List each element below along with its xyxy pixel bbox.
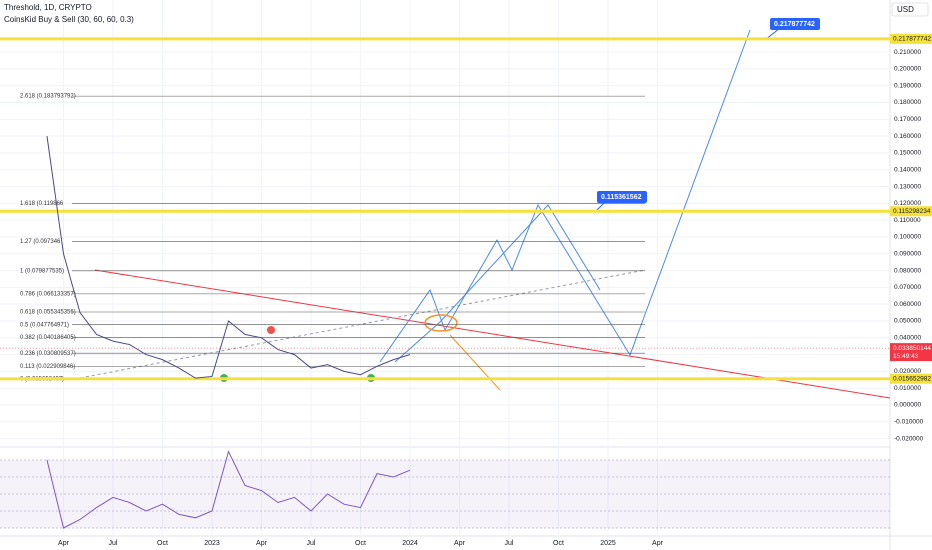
y-tick-label: -0.010000 [894, 419, 924, 426]
fib-label: 2.618 (0.183793792) [20, 94, 76, 100]
y-tick-label: 0.050000 [894, 318, 921, 325]
y-tick-label: 0.100000 [894, 234, 921, 241]
fib-label: 1.27 (0.097346 [20, 239, 61, 245]
y-tick-label: 0.080000 [894, 267, 921, 274]
x-tick-label: Oct [355, 540, 366, 547]
price-tag [597, 191, 647, 203]
y-tick-label: 0.140000 [894, 166, 921, 173]
chart-title: Threshold, 1D, CRYPTO [4, 3, 92, 12]
axis-tag-label: 0.015652982 [893, 375, 931, 382]
y-tick-label: 0.130000 [894, 183, 921, 190]
fib-label: 0.5 (0.047764971) [20, 322, 69, 328]
grid [0, 0, 890, 536]
x-tick-label: Apr [256, 540, 268, 547]
last-price-label: 0.033850144 [893, 345, 931, 352]
wave-projection [379, 29, 751, 363]
x-tick-label: Apr [454, 540, 466, 547]
axis-tag [890, 33, 932, 44]
sell-signal [267, 326, 275, 334]
fib-label: 1.618 (0.119866 [20, 201, 64, 207]
y-tick-label: 0.120000 [894, 200, 921, 207]
highlight-ellipse [424, 314, 458, 332]
x-tick-label: Oct [157, 540, 168, 547]
y-tick-label: 0.070000 [894, 284, 921, 291]
y-tick-label: 0.060000 [894, 301, 921, 308]
fib-label: 1 (0.079877535) [20, 268, 64, 274]
x-tick-label: Apr [58, 540, 70, 547]
axis-tag-label: 0.217877742 [893, 36, 931, 43]
x-tick-label: 2024 [402, 540, 418, 547]
wave-projection [394, 204, 601, 363]
y-tick-label: 0.190000 [894, 82, 921, 89]
y-tick-label: 0.010000 [894, 385, 921, 392]
y-tick-label: 0.170000 [894, 116, 921, 123]
y-tick-label: 0.160000 [894, 133, 921, 140]
y-tick-label: 0.090000 [894, 250, 921, 257]
x-tick-label: Jul [109, 540, 118, 547]
fib-label: 0.236 (0.030809537) [20, 351, 76, 357]
y-tick-label: 0.000000 [894, 402, 921, 409]
x-tick-label: Jul [505, 540, 514, 547]
x-tick-label: 2023 [204, 540, 220, 547]
y-tick-label: 0.180000 [894, 99, 921, 106]
x-tick-label: 2025 [600, 540, 616, 547]
y-tick-label: 0.210000 [894, 49, 921, 56]
axis-tag [890, 206, 932, 217]
y-tick-label: 0.150000 [894, 150, 921, 157]
indicator-title: CoinsKid Buy & Sell (30, 60, 60, 0.3) [4, 15, 134, 24]
currency-box[interactable] [891, 2, 929, 17]
trendline [94, 269, 891, 399]
last-price-tag [890, 343, 932, 362]
y-tick-label: 0.200000 [894, 66, 921, 73]
axis-tag-label: 0.115298234 [893, 208, 931, 215]
y-tick-label: 0.110000 [894, 217, 921, 224]
y-tick-label: 0.020000 [894, 368, 921, 375]
price-line [46, 136, 411, 379]
fib-label: 0.618 (0.055345356) [20, 310, 76, 316]
annotation-arrow [449, 334, 501, 391]
countdown: 15:49:43 [893, 353, 919, 360]
rsi-line [46, 450, 411, 529]
fib-label: 0.113 (0.022909846) [20, 364, 75, 370]
price-tag-label: 0.115361562 [601, 194, 642, 201]
y-tick-label: -0.020000 [894, 435, 924, 442]
price-tag [770, 18, 820, 30]
x-tick-label: Oct [553, 540, 564, 547]
x-tick-label: Jul [307, 540, 316, 547]
axis-tag [890, 373, 932, 384]
price-tag-label: 0.217877742 [774, 21, 815, 28]
fib-label: 0.786 (0.066133357) [20, 291, 76, 297]
fib-label: 0.382 (0.040186405) [20, 335, 76, 341]
currency: USD [897, 5, 914, 14]
y-tick-label: 0.040000 [894, 335, 921, 342]
x-tick-label: Apr [652, 540, 664, 547]
